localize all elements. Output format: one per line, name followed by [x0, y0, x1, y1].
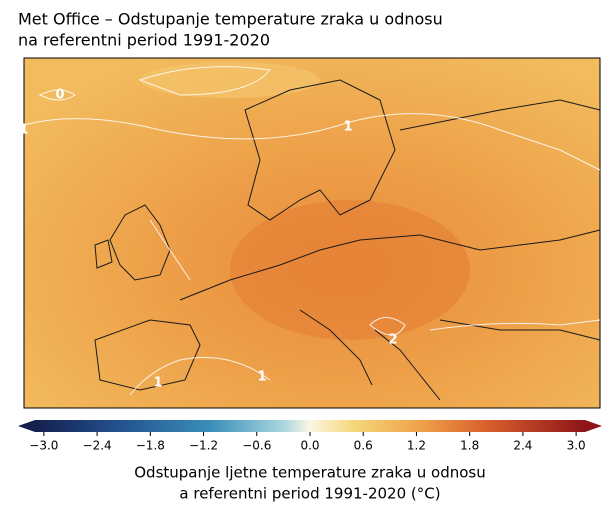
colorbar-tick-label: −2.4: [83, 439, 112, 453]
colorbar-tick-label: −0.6: [242, 439, 271, 453]
colorbar-tick-label: 3.0: [567, 439, 586, 453]
cool-area: [140, 62, 320, 98]
colorbar-label: Odstupanje ljetne temperature zraka u od…: [134, 464, 486, 482]
contour-label: 1: [19, 123, 28, 138]
colorbar-tick-label: 2.4: [513, 439, 532, 453]
title-line: na referentni period 1991-2020: [18, 31, 270, 50]
colorbar-tick-label: −1.8: [136, 439, 165, 453]
contour-label: 1: [153, 376, 162, 391]
coastlines: [94, 79, 601, 401]
contour-label: 0: [55, 88, 64, 103]
contour-label: 1: [257, 370, 266, 385]
contours: [23, 66, 601, 396]
colorbar-tick-label: 0.6: [354, 439, 373, 453]
colorbar-tick-label: 1.2: [407, 439, 426, 453]
colorbar-tick-label: 0.0: [300, 439, 319, 453]
contour-label: 2: [388, 333, 397, 348]
colorbar-tick-label: −3.0: [29, 439, 58, 453]
colorbar-label: a referentni period 1991-2020 (°C): [179, 485, 440, 503]
colorbar-tick-label: −1.2: [189, 439, 218, 453]
warm-area: [230, 200, 470, 340]
contour-label: 1: [343, 120, 352, 135]
colorbar-high-arrow: [585, 420, 602, 432]
colorbar-tick-label: 1.8: [460, 439, 479, 453]
title-line: Met Office – Odstupanje temperature zrak…: [18, 10, 443, 29]
colorbar-low-arrow: [18, 420, 35, 432]
colorbar-bar: [35, 420, 585, 432]
